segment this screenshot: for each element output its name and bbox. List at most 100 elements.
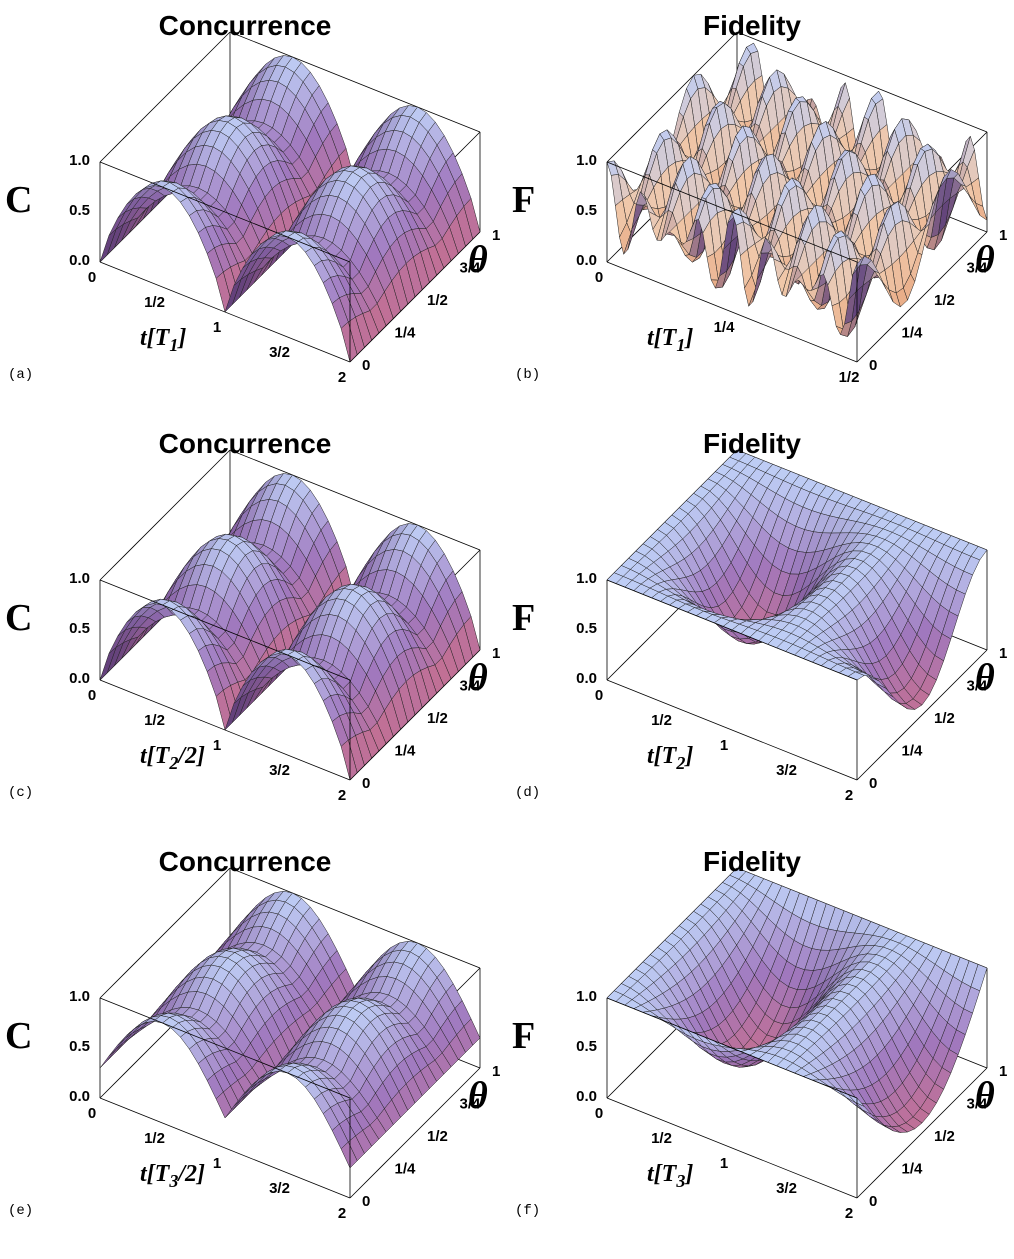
- x-axis-label: t[T3]: [647, 1161, 693, 1191]
- z-tick-label: 0.0: [69, 670, 90, 687]
- x-tick-label: 0: [88, 269, 96, 286]
- panel: FidelityF0.00.51.001/213/2201/41/23/41θt…: [512, 428, 1007, 804]
- y-tick-label: 1/2: [934, 292, 955, 309]
- x-tick-label: 1/2: [144, 712, 165, 729]
- panel: ConcurrenceC0.00.51.001/213/2201/41/23/4…: [5, 10, 500, 386]
- x-label-sub: 3: [168, 1171, 178, 1191]
- panel-title: Concurrence: [159, 428, 332, 459]
- panel-label: (b): [515, 367, 540, 383]
- z-axis-label: C: [5, 179, 32, 221]
- surface-patch: [976, 203, 987, 220]
- panel-label: (a): [8, 367, 33, 383]
- y-tick-label: 0: [362, 1193, 370, 1210]
- z-tick-label: 0.0: [576, 670, 597, 687]
- x-label-sub: 1: [676, 335, 685, 355]
- z-tick-label: 0.0: [69, 252, 90, 269]
- y-tick-label: 1/2: [427, 710, 448, 727]
- panel-label: (d): [515, 785, 540, 801]
- x-tick-label: 2: [845, 787, 853, 804]
- z-tick-label: 0.5: [69, 202, 90, 219]
- x-tick-label: 0: [595, 1105, 603, 1122]
- x-tick-label: 3/2: [776, 762, 797, 779]
- y-axis-label: θ: [975, 657, 995, 699]
- x-label-main: t[T: [140, 1161, 171, 1187]
- x-tick-label: 1: [213, 319, 221, 336]
- y-tick-label: 1/4: [395, 743, 417, 760]
- x-label-main: t[T: [647, 1161, 678, 1187]
- y-tick-label: 1/4: [902, 1161, 924, 1178]
- x-label-sub: 3: [675, 1171, 685, 1191]
- z-tick-label: 1.0: [69, 988, 90, 1005]
- panel: ConcurrenceC0.00.51.001/213/2201/41/23/4…: [5, 846, 500, 1222]
- x-label-end: ]: [176, 325, 186, 351]
- x-label-end: /2]: [176, 1161, 205, 1187]
- y-tick-label: 0: [869, 357, 877, 374]
- x-tick-label: 0: [595, 687, 603, 704]
- y-tick-label: 1/4: [902, 743, 924, 760]
- x-tick-label: 3/2: [269, 344, 290, 361]
- y-tick-label: 1: [999, 645, 1007, 662]
- panel: FidelityF0.00.51.001/41/201/41/23/41θt[T…: [512, 10, 1007, 386]
- x-axis-label: t[T3/2]: [140, 1161, 205, 1191]
- x-tick-label: 1: [720, 1155, 728, 1172]
- y-tick-label: 1/2: [427, 1128, 448, 1145]
- x-tick-label: 1: [213, 737, 221, 754]
- x-label-end: /2]: [176, 743, 205, 769]
- x-tick-label: 1/4: [714, 319, 736, 336]
- x-axis-label: t[T2/2]: [140, 743, 205, 773]
- y-tick-label: 1: [492, 645, 500, 662]
- y-axis-label: θ: [975, 239, 995, 281]
- x-tick-label: 0: [88, 1105, 96, 1122]
- x-tick-label: 1/2: [144, 294, 165, 311]
- panel-label: (e): [8, 1203, 33, 1219]
- z-tick-label: 0.5: [576, 620, 597, 637]
- panel-title: Fidelity: [703, 428, 801, 459]
- x-tick-label: 0: [595, 269, 603, 286]
- box-edge: [607, 680, 857, 780]
- x-label-main: t[T: [140, 325, 171, 351]
- y-tick-label: 0: [869, 775, 877, 792]
- z-tick-label: 0.5: [576, 1038, 597, 1055]
- x-tick-label: 1/2: [651, 1130, 672, 1147]
- surface-patch: [100, 1049, 116, 1068]
- y-axis-label: θ: [468, 657, 488, 699]
- y-tick-label: 1: [999, 1063, 1007, 1080]
- surface-patch: [116, 1033, 132, 1049]
- x-label-sub: 1: [169, 335, 178, 355]
- x-axis-label: t[T1]: [647, 325, 693, 355]
- x-tick-label: 3/2: [269, 762, 290, 779]
- z-tick-label: 0.5: [576, 202, 597, 219]
- z-axis-label: C: [5, 597, 32, 639]
- z-tick-label: 1.0: [576, 152, 597, 169]
- y-tick-label: 1: [492, 227, 500, 244]
- y-tick-label: 1/2: [934, 1128, 955, 1145]
- x-label-sub: 2: [675, 753, 685, 773]
- y-tick-label: 0: [869, 1193, 877, 1210]
- surface-patch: [107, 1043, 123, 1061]
- y-tick-label: 1/2: [427, 292, 448, 309]
- y-tick-label: 1/4: [395, 1161, 417, 1178]
- x-axis-label: t[T1]: [140, 325, 186, 355]
- y-axis-label: θ: [975, 1075, 995, 1117]
- x-label-sub: 2: [168, 753, 178, 773]
- z-axis-label: F: [512, 1015, 535, 1057]
- y-tick-label: 1: [492, 1063, 500, 1080]
- x-label-main: t[T: [647, 325, 678, 351]
- x-tick-label: 1/2: [144, 1130, 165, 1147]
- panel-title: Fidelity: [703, 10, 801, 41]
- y-tick-label: 1: [999, 227, 1007, 244]
- panel: ConcurrenceC0.00.51.001/213/2201/41/23/4…: [5, 428, 500, 804]
- panel-label: (f): [515, 1203, 540, 1219]
- x-tick-label: 2: [845, 1205, 853, 1222]
- z-tick-label: 1.0: [69, 570, 90, 587]
- z-tick-label: 0.0: [69, 1088, 90, 1105]
- z-tick-label: 1.0: [576, 988, 597, 1005]
- panel-title: Concurrence: [159, 10, 332, 41]
- x-tick-label: 1/2: [839, 369, 860, 386]
- x-tick-label: 1/2: [651, 712, 672, 729]
- x-axis-label: t[T2]: [647, 743, 693, 773]
- z-tick-label: 0.0: [576, 1088, 597, 1105]
- x-label-end: ]: [683, 743, 693, 769]
- z-tick-label: 0.5: [69, 1038, 90, 1055]
